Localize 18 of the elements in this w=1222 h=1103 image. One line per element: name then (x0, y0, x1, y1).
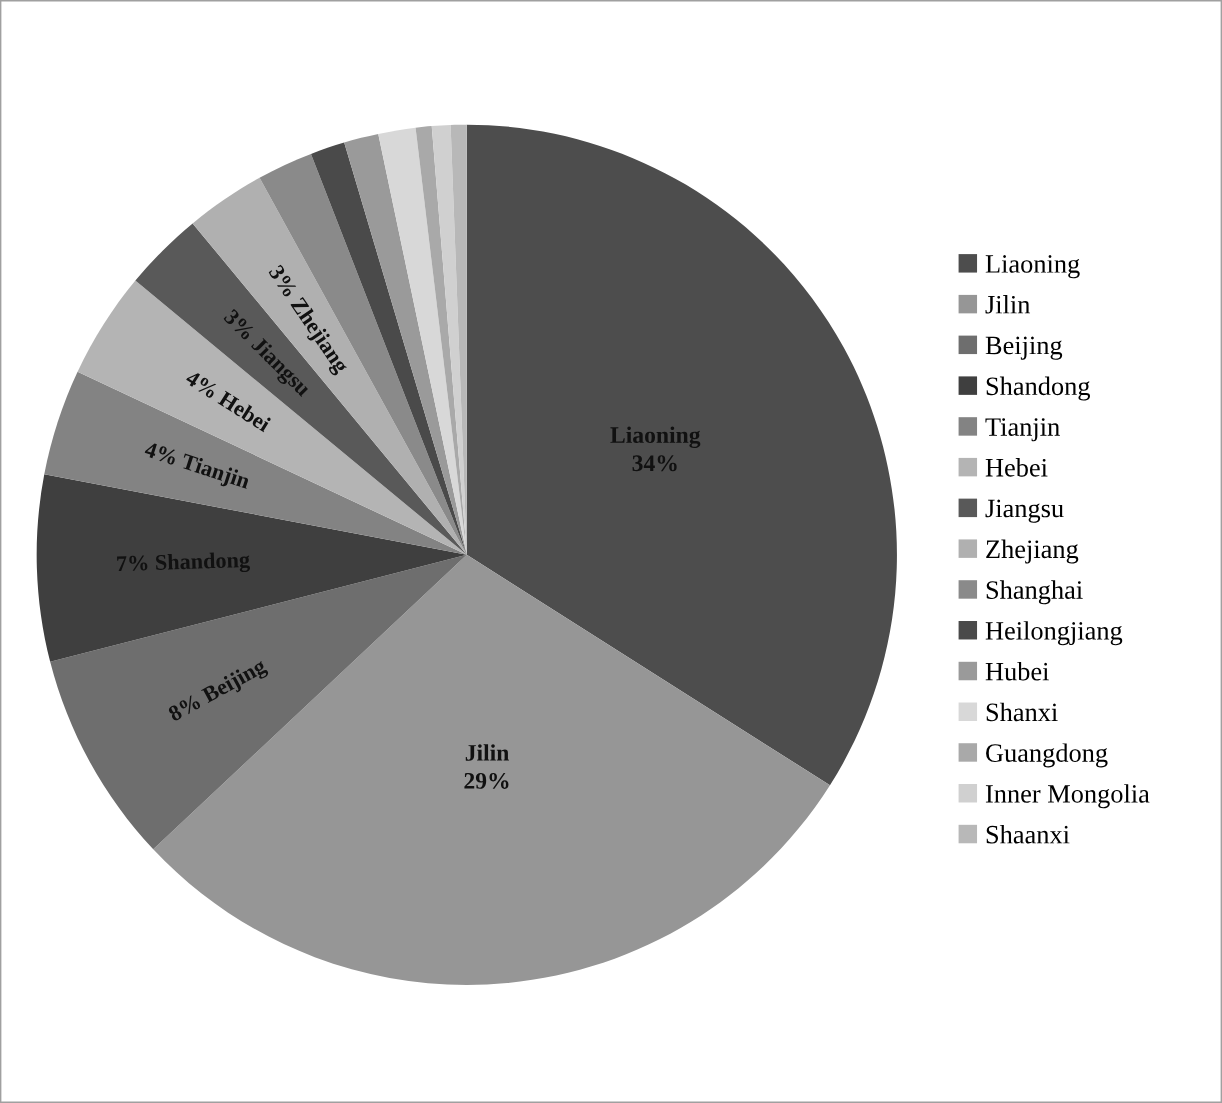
legend-label: Tianjin (985, 418, 1060, 442)
data-label: Jilin 29% (464, 744, 509, 789)
legend-label: Shanghai (986, 580, 1083, 605)
data-label: Liaoning 34% (610, 426, 701, 472)
legend-label: Inner Mongolia (985, 784, 1150, 809)
legend-label: Hubei (985, 661, 1049, 681)
legend-label: Guangdong (986, 743, 1108, 768)
legend-label: Beijing (985, 336, 1063, 360)
legend-label: Zhejiang (986, 539, 1079, 564)
legend-label: Shandong (986, 376, 1091, 401)
legend-label: Jilin (985, 295, 1031, 314)
legend-label: Hebei (985, 458, 1048, 477)
legend-label: Heilongjiang (985, 621, 1123, 646)
legend-label: Liaoning (985, 255, 1080, 279)
data-label: 4% Tianjin (142, 440, 252, 494)
legend-label: Jiangsu (985, 499, 1064, 523)
legend-label: Shanxi (986, 702, 1058, 722)
legend-label: Shaanxi (986, 824, 1070, 844)
